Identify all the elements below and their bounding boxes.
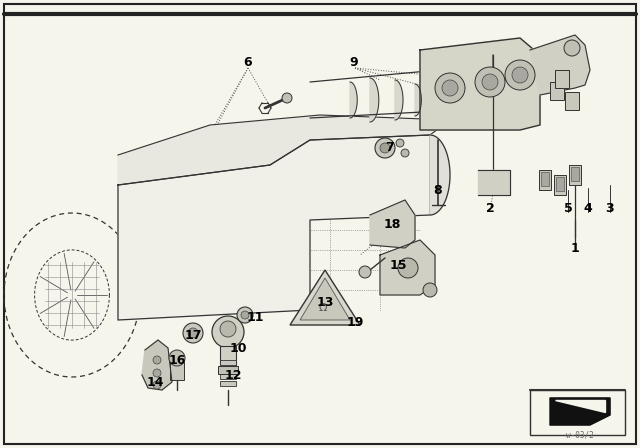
Polygon shape [395, 80, 403, 120]
Text: 9: 9 [349, 56, 358, 69]
Bar [550, 82, 564, 100]
Circle shape [153, 381, 161, 389]
Text: 10: 10 [229, 341, 247, 354]
Polygon shape [370, 200, 415, 248]
Bar [539, 170, 551, 190]
Circle shape [153, 356, 161, 364]
Polygon shape [380, 240, 435, 295]
Polygon shape [478, 170, 510, 195]
Bar [565, 92, 579, 110]
Text: 3: 3 [605, 202, 614, 215]
Polygon shape [118, 115, 450, 185]
Text: 7: 7 [386, 141, 394, 154]
Text: w-03/2: w-03/2 [566, 431, 594, 439]
Polygon shape [370, 78, 379, 122]
Text: 6: 6 [244, 56, 252, 69]
Text: 14: 14 [147, 375, 164, 388]
Polygon shape [550, 398, 610, 425]
Polygon shape [430, 135, 450, 215]
Circle shape [401, 149, 409, 157]
Bar [220, 381, 236, 386]
Circle shape [505, 60, 535, 90]
Circle shape [375, 138, 395, 158]
Bar [218, 366, 238, 374]
Text: 11: 11 [246, 310, 264, 323]
Bar [220, 374, 236, 379]
Circle shape [564, 40, 580, 56]
Bar [556, 177, 564, 191]
Bar [220, 346, 236, 366]
Circle shape [237, 307, 253, 323]
Circle shape [241, 311, 249, 319]
Circle shape [396, 139, 404, 147]
Circle shape [188, 328, 198, 338]
Circle shape [183, 323, 203, 343]
Text: 2: 2 [486, 202, 494, 215]
Circle shape [423, 283, 437, 297]
Circle shape [220, 321, 236, 337]
Circle shape [475, 67, 505, 97]
Text: 13: 13 [316, 296, 333, 309]
Polygon shape [420, 38, 540, 130]
Circle shape [435, 73, 465, 103]
Circle shape [282, 93, 292, 103]
Bar [554, 175, 566, 195]
Text: 8: 8 [434, 184, 442, 197]
Circle shape [212, 316, 244, 348]
Bar [541, 172, 549, 186]
Polygon shape [118, 135, 430, 320]
Polygon shape [555, 400, 605, 412]
Circle shape [442, 80, 458, 96]
Bar [220, 367, 236, 372]
Circle shape [398, 258, 418, 278]
Circle shape [380, 143, 390, 153]
Bar [571, 167, 579, 181]
Circle shape [169, 350, 185, 366]
Text: 16: 16 [168, 353, 186, 366]
Text: 17: 17 [184, 328, 202, 341]
Text: 12: 12 [224, 369, 242, 382]
Bar [530, 390, 625, 435]
Polygon shape [290, 270, 360, 325]
Bar [170, 362, 184, 380]
Circle shape [359, 266, 371, 278]
Polygon shape [350, 82, 357, 118]
Bar [555, 70, 569, 88]
Polygon shape [142, 340, 172, 390]
Text: 5: 5 [564, 202, 572, 215]
Bar [569, 165, 581, 185]
Polygon shape [415, 84, 421, 116]
Text: 15: 15 [389, 258, 407, 271]
Circle shape [512, 67, 528, 83]
Text: 19: 19 [346, 315, 364, 328]
Text: 4: 4 [584, 202, 593, 215]
Circle shape [482, 74, 498, 90]
Text: 1: 1 [571, 241, 579, 254]
Polygon shape [530, 35, 590, 95]
Circle shape [153, 369, 161, 377]
Polygon shape [300, 278, 350, 320]
Text: Ω: Ω [319, 303, 327, 313]
Text: 18: 18 [383, 217, 401, 231]
Bar [220, 360, 236, 365]
